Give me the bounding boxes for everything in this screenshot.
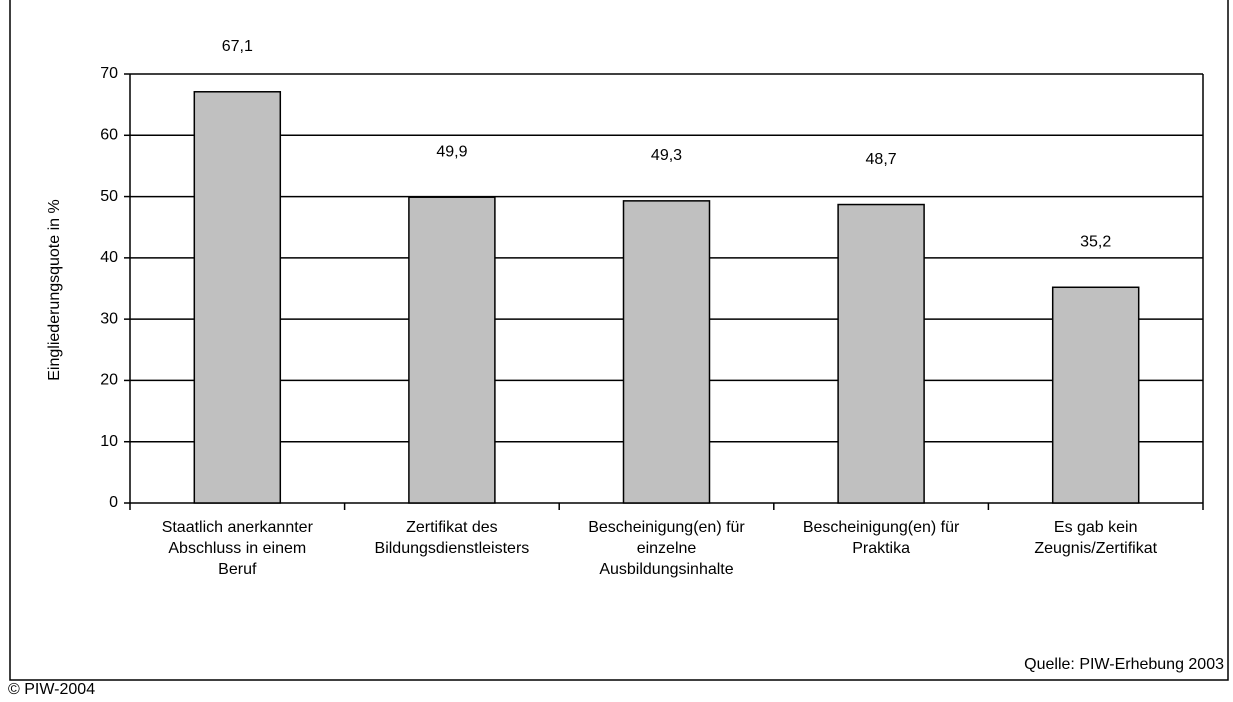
bar [1051,286,1140,504]
y-tick-label: 10 [100,433,118,450]
value-label: 35,2 [1080,233,1111,250]
y-tick-label: 60 [100,127,118,144]
y-tick-label: 40 [100,249,118,266]
x-tick-label: Bildungsdienstleisters [375,540,530,557]
y-tick-label: 70 [100,65,118,82]
copyright: © PIW-2004 [8,681,95,698]
bar [408,196,496,504]
source: Quelle: PIW-Erhebung 2003 [1024,656,1224,673]
bar [622,200,711,504]
x-tick-label: Es gab kein [1054,519,1138,536]
frame [9,0,1229,681]
bar [193,91,282,504]
x-tick-label: Abschluss in einem [168,540,306,557]
x-tick-label: Praktika [852,540,910,557]
bar [837,203,925,504]
y-tick-label: 30 [100,310,118,327]
value-label: 49,3 [651,147,682,164]
y-tick-label: 0 [109,494,118,511]
value-label: 67,1 [222,38,253,55]
x-tick-label: Staatlich anerkannter [162,519,314,536]
x-tick-label: Beruf [218,561,257,578]
y-tick-label: 20 [100,372,118,389]
value-label: 48,7 [866,151,897,168]
x-tick-label: Bescheinigung(en) für [588,519,745,536]
y-axis-label: Eingliederungsquote in % [46,199,63,380]
x-tick-label: Zeugnis/Zertifikat [1034,540,1157,557]
x-tick-label: Ausbildungsinhalte [599,561,733,578]
x-tick-label: einzelne [637,540,697,557]
value-label: 49,9 [436,143,467,160]
x-tick-label: Bescheinigung(en) für [803,519,960,536]
x-tick-label: Zertifikat des [406,519,498,536]
y-tick-label: 50 [100,188,118,205]
